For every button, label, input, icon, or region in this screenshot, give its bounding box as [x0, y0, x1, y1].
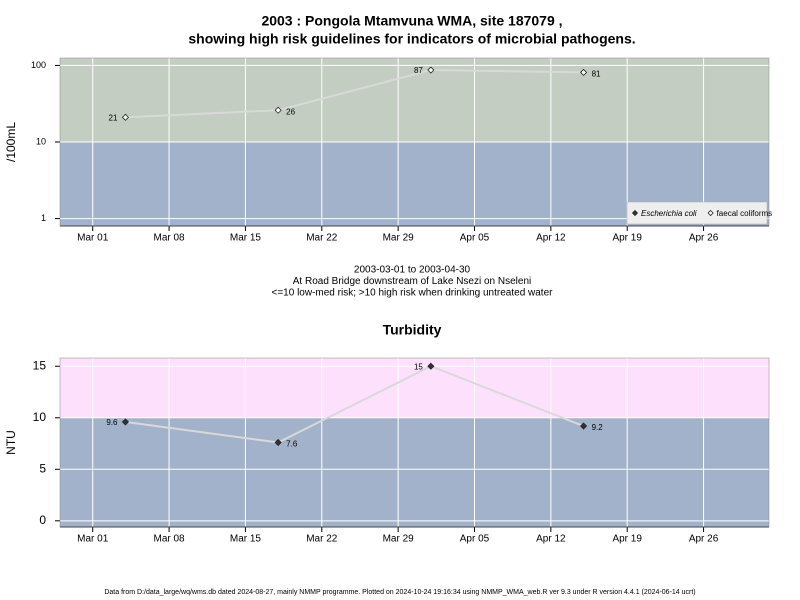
legend-marker — [707, 209, 714, 217]
legend-label: Escherichia coli — [641, 209, 697, 218]
note: <=10 low-med risk; >10 high risk when dr… — [272, 288, 554, 299]
chart-title: 2003 : Pongola Mtamvuna WMA, site 187079… — [261, 13, 562, 29]
y-tick-label: 0 — [39, 513, 46, 527]
y-tick-label: 5 — [39, 461, 46, 475]
data-point — [427, 66, 435, 74]
y-axis-label: NTU — [4, 430, 18, 455]
x-tick-label: Apr 26 — [689, 233, 719, 244]
note: At Road Bridge downstream of Lake Nsezi … — [293, 276, 531, 287]
data-point — [274, 438, 282, 447]
y-tick-label: 10 — [36, 136, 46, 146]
band-below — [60, 417, 769, 527]
y-tick-label: 1 — [41, 213, 46, 223]
y-tick-label: 10 — [33, 410, 47, 424]
x-tick-label: Mar 22 — [306, 233, 338, 244]
series-line — [125, 69, 584, 119]
x-tick-label: Mar 08 — [154, 233, 186, 244]
y-tick-label: 100 — [31, 60, 46, 70]
note: 2003-03-01 to 2003-04-30 — [354, 265, 471, 276]
data-label: 21 — [109, 113, 118, 122]
band-above — [60, 358, 769, 418]
data-point — [121, 418, 130, 426]
x-tick-label: Apr 05 — [460, 534, 490, 545]
data-label: 7.6 — [286, 440, 298, 449]
data-point — [580, 68, 588, 76]
legend-label: faecal coliforms — [717, 209, 773, 218]
x-tick-label: Mar 15 — [230, 534, 262, 545]
footer: Data from D:/data_large/wq/wms.db dated … — [104, 589, 695, 596]
chart-title: showing high risk guidelines for indicat… — [188, 31, 635, 47]
legend-box — [626, 201, 768, 225]
x-tick-label: Apr 12 — [536, 233, 566, 244]
x-tick-label: Mar 29 — [383, 534, 415, 545]
y-axis-label: /100mL — [4, 122, 18, 162]
x-tick-label: Apr 05 — [460, 233, 490, 244]
data-point — [427, 362, 435, 370]
x-tick-label: Apr 26 — [689, 534, 719, 545]
data-label: 9.2 — [592, 423, 604, 432]
legend-marker — [631, 209, 639, 217]
y-tick-label: 15 — [33, 358, 47, 372]
x-tick-label: Mar 22 — [306, 534, 338, 545]
data-point — [580, 422, 588, 430]
data-label: 87 — [414, 66, 423, 75]
band-above — [60, 58, 769, 142]
data-label: 81 — [592, 70, 601, 79]
data-point — [274, 106, 282, 114]
x-tick-label: Mar 01 — [77, 233, 109, 244]
x-tick-label: Mar 29 — [383, 233, 415, 244]
data-label: 15 — [414, 362, 423, 371]
x-tick-label: Apr 19 — [612, 233, 642, 244]
plot-frame — [59, 57, 770, 227]
x-tick-label: Mar 15 — [230, 233, 262, 244]
data-point — [121, 113, 130, 121]
data-label: 9.6 — [106, 418, 118, 427]
plot-frame — [59, 357, 770, 528]
x-tick-label: Apr 12 — [536, 534, 566, 545]
chart-title: Turbidity — [383, 322, 442, 338]
x-tick-label: Mar 01 — [77, 534, 109, 545]
x-tick-label: Apr 19 — [612, 534, 642, 545]
data-label: 26 — [286, 107, 295, 116]
x-tick-label: Mar 08 — [154, 534, 186, 545]
series-line — [125, 365, 584, 444]
